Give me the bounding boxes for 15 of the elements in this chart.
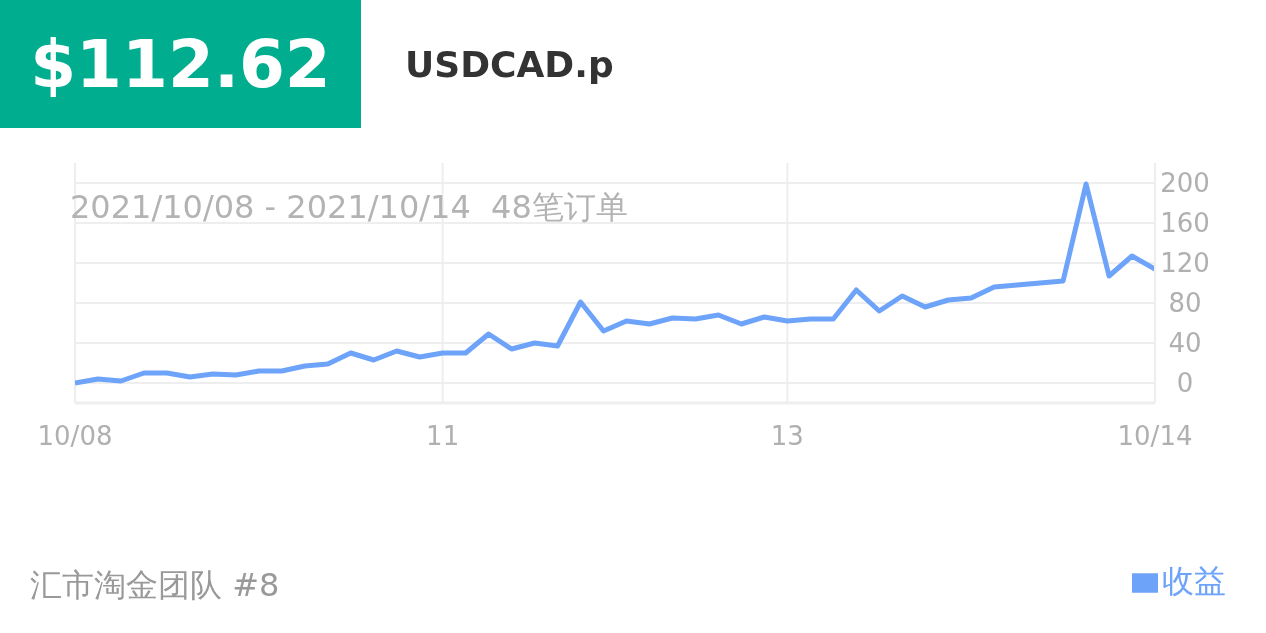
y-tick-label: 0 bbox=[1176, 368, 1194, 399]
chart-title: $112.62 bbox=[0, 0, 361, 128]
annotation: 2021/10/08 - 2021/10/14 48笔订单 bbox=[70, 187, 628, 228]
x-tick-label: 13 bbox=[770, 421, 804, 452]
y-tick-label: 200 bbox=[1160, 168, 1210, 199]
y-tick-label: 160 bbox=[1160, 208, 1210, 239]
x-tick-label: 10/08 bbox=[37, 421, 113, 452]
chart-subtitle: USDCAD.p bbox=[405, 44, 614, 85]
x-tick-label: 11 bbox=[426, 421, 460, 452]
y-tick-label: 80 bbox=[1168, 288, 1202, 319]
y-tick-label: 40 bbox=[1168, 328, 1202, 359]
y-tick-label: 120 bbox=[1160, 248, 1210, 279]
text: 汇市淘金团队 #8 bbox=[30, 565, 280, 606]
x-tick-label: 10/14 bbox=[1117, 421, 1193, 452]
legend-label: 收益 bbox=[1162, 562, 1226, 600]
